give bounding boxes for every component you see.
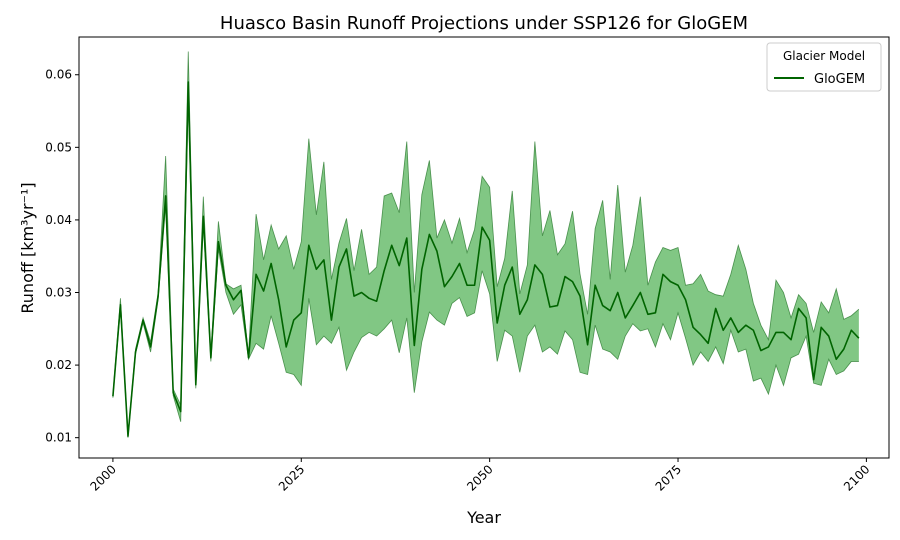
y-tick-label: 0.06 [45,68,72,82]
x-tick-label: 2075 [653,462,684,493]
series-line-glogem [112,81,860,438]
y-tick-label: 0.01 [45,431,72,445]
band-upper-edge [112,51,860,435]
legend: Glacier Model GloGEM [766,42,882,92]
uncertainty-band [112,51,859,438]
y-tick-label: 0.02 [45,358,72,372]
y-axis-title: Runoff [km³yr⁻¹] [18,182,37,313]
y-axis: 0.01 0.02 0.03 0.04 0.05 0.06 [45,68,79,445]
x-axis: 2000 2025 2050 2075 2100 [88,458,873,494]
y-tick-label: 0.05 [45,140,72,154]
plot-frame [78,36,890,459]
x-tick-label: 2000 [88,462,119,493]
y-tick-label: 0.03 [45,286,72,300]
plot-area [112,51,860,438]
legend-title: Glacier Model [783,49,865,63]
y-tick-label: 0.04 [45,213,72,227]
x-axis-title: Year [466,508,501,527]
x-tick-label: 2050 [464,462,495,493]
legend-label-glogem: GloGEM [814,72,865,87]
x-tick-label: 2100 [841,462,872,493]
x-tick-label: 2025 [276,462,307,493]
band-lower-edge [112,103,859,438]
chart-title: Huasco Basin Runoff Projections under SS… [220,13,748,34]
